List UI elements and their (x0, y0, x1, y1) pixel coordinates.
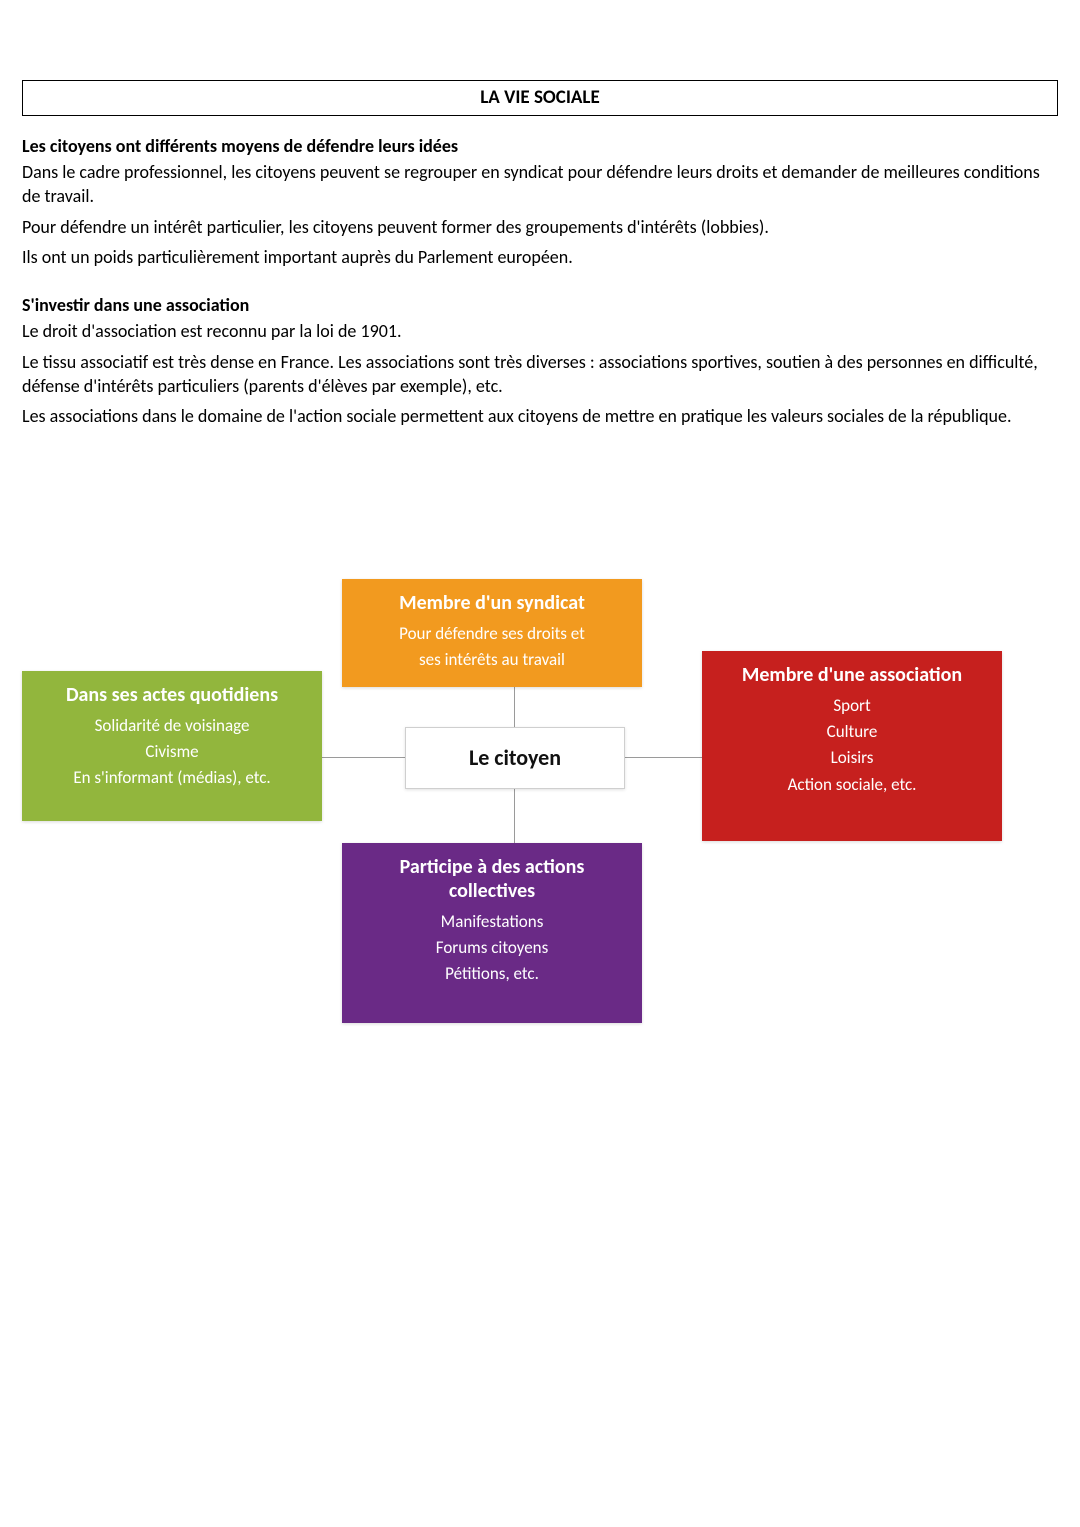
page-title: LA VIE SOCIALE (480, 86, 599, 109)
node-association-line1: Sport (716, 693, 988, 719)
section2-p1: Le droit d'association est reconnu par l… (22, 319, 1058, 343)
node-association-line2: Culture (716, 719, 988, 745)
node-quotidiens-line1: Solidarité de voisinage (36, 713, 308, 739)
citizen-diagram: Membre d'un syndicat Pour défendre ses d… (22, 579, 1058, 1069)
node-association-line3: Loisirs (716, 745, 988, 771)
node-association-line4: Action sociale, etc. (716, 772, 988, 798)
node-quotidiens-title: Dans ses actes quotidiens (36, 683, 308, 707)
node-association-title: Membre d'une association (716, 663, 988, 687)
node-center-label: Le citoyen (469, 743, 561, 773)
node-association: Membre d'une association Sport Culture L… (702, 651, 1002, 841)
node-collectives-line1: Manifestations (356, 909, 628, 935)
section1-p1: Dans le cadre professionnel, les citoyen… (22, 160, 1058, 209)
node-syndicat: Membre d'un syndicat Pour défendre ses d… (342, 579, 642, 688)
section2-p3: Les associations dans le domaine de l'ac… (22, 404, 1058, 428)
section2-p2: Le tissu associatif est très dense en Fr… (22, 350, 1058, 399)
section1-p3: Ils ont un poids particulièrement import… (22, 245, 1058, 269)
connector-center-bottom (514, 789, 515, 843)
node-syndicat-line2: ses intérêts au travail (356, 647, 628, 673)
node-center-citoyen: Le citoyen (405, 727, 625, 789)
node-collectives-title: Participe à des actions collectives (356, 855, 628, 903)
node-quotidiens-line3: En s'informant (médias), etc. (36, 765, 308, 791)
section1-heading: Les citoyens ont différents moyens de dé… (22, 134, 1058, 158)
page-title-box: LA VIE SOCIALE (22, 80, 1058, 116)
node-collectives-line2: Forums citoyens (356, 935, 628, 961)
node-collectives-line3: Pétitions, etc. (356, 961, 628, 987)
connector-center-right (625, 757, 702, 758)
node-syndicat-line1: Pour défendre ses droits et (356, 621, 628, 647)
node-syndicat-title: Membre d'un syndicat (356, 591, 628, 615)
node-quotidiens-line2: Civisme (36, 739, 308, 765)
node-collectives: Participe à des actions collectives Mani… (342, 843, 642, 1023)
section1-p2: Pour défendre un intérêt particulier, le… (22, 215, 1058, 239)
section2-heading: S'investir dans une association (22, 293, 1058, 317)
connector-center-left (322, 757, 405, 758)
node-quotidiens: Dans ses actes quotidiens Solidarité de … (22, 671, 322, 821)
